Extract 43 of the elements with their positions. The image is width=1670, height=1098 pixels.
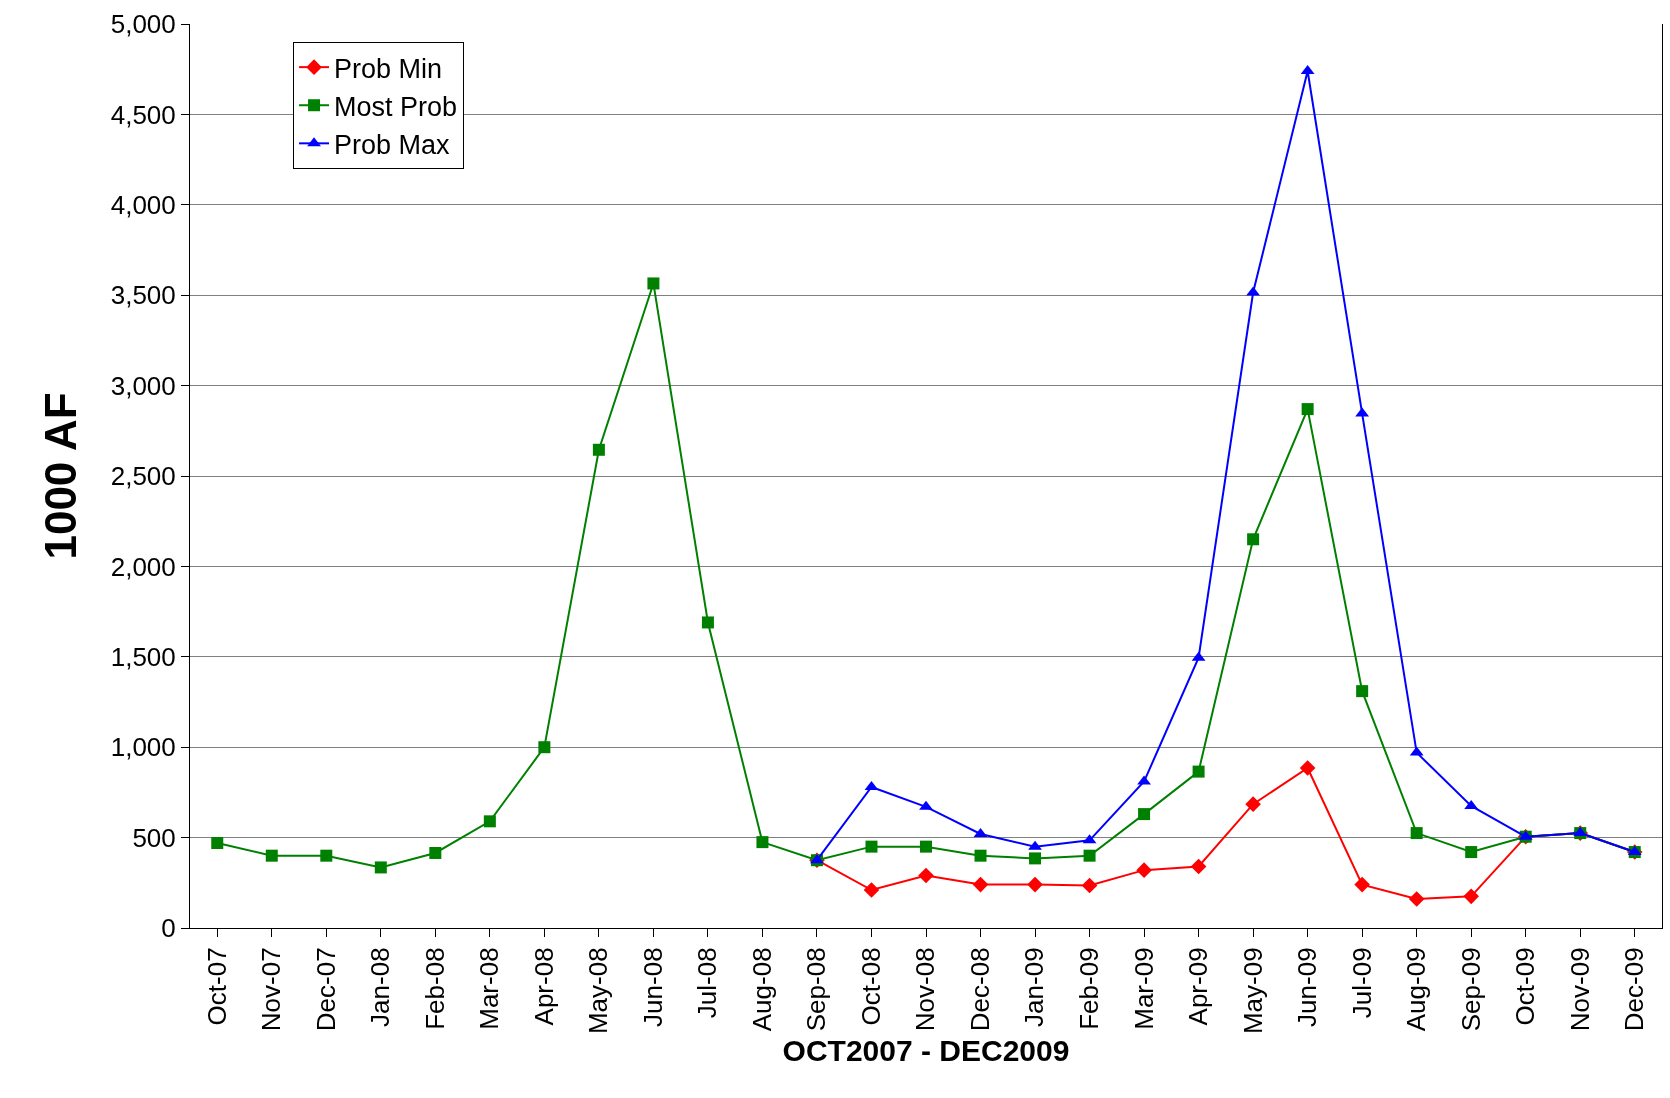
x-tick-label: Feb-08: [419, 947, 450, 1030]
y-tick-label: 0: [161, 913, 176, 944]
y-tick-label: 1,500: [110, 641, 176, 672]
x-tick-label: Sep-09: [1455, 947, 1486, 1032]
x-tick-label: Apr-09: [1183, 947, 1214, 1026]
x-axis-title: OCT2007 - DEC2009: [782, 1033, 1070, 1067]
x-tick-label: Oct-08: [855, 947, 886, 1026]
y-tick-label: 5,000: [110, 9, 176, 40]
x-tick-label: Dec-08: [964, 947, 995, 1032]
legend-label: Prob Min: [334, 53, 443, 84]
y-axis-title: 1000 AF: [35, 392, 85, 560]
y-tick-label: 1,000: [110, 732, 176, 763]
y-tick-label: 3,000: [110, 370, 176, 401]
x-tick-label: Mar-09: [1128, 947, 1159, 1030]
y-tick-label: 2,500: [110, 461, 176, 492]
x-tick-label: Apr-08: [528, 947, 559, 1026]
x-tick-label: Jan-09: [1019, 947, 1050, 1027]
x-tick-label: Jul-08: [692, 947, 723, 1019]
x-tick-label: Jun-09: [1292, 947, 1323, 1027]
x-tick-label: May-08: [583, 947, 614, 1035]
legend-label: Prob Max: [334, 129, 451, 160]
x-tick-label: Dec-07: [310, 947, 341, 1032]
x-tick-label: Feb-09: [1074, 947, 1105, 1030]
x-tick-label: Oct-09: [1510, 947, 1541, 1026]
legend-label: Most Prob: [334, 91, 458, 122]
x-tick-label: Nov-08: [910, 947, 941, 1032]
x-tick-label: Aug-08: [746, 947, 777, 1032]
x-tick-label: Nov-09: [1564, 947, 1595, 1032]
x-tick-label: Jan-08: [365, 947, 396, 1027]
x-tick-label: Dec-09: [1619, 947, 1650, 1032]
x-tick-label: Mar-08: [474, 947, 505, 1030]
y-tick-label: 4,000: [110, 189, 176, 220]
x-tick-label: Oct-07: [201, 947, 232, 1026]
x-tick-label: Jul-09: [1346, 947, 1377, 1019]
x-tick-label: Sep-08: [801, 947, 832, 1032]
x-tick-label: Jun-08: [637, 947, 668, 1027]
x-tick-label: Aug-09: [1401, 947, 1432, 1032]
y-tick-label: 2,000: [110, 551, 176, 582]
y-tick-label: 500: [132, 822, 176, 853]
y-tick-label: 3,500: [110, 280, 176, 311]
y-tick-label: 4,500: [110, 99, 176, 130]
x-tick-label: Nov-07: [256, 947, 287, 1032]
x-tick-label: May-09: [1237, 947, 1268, 1035]
